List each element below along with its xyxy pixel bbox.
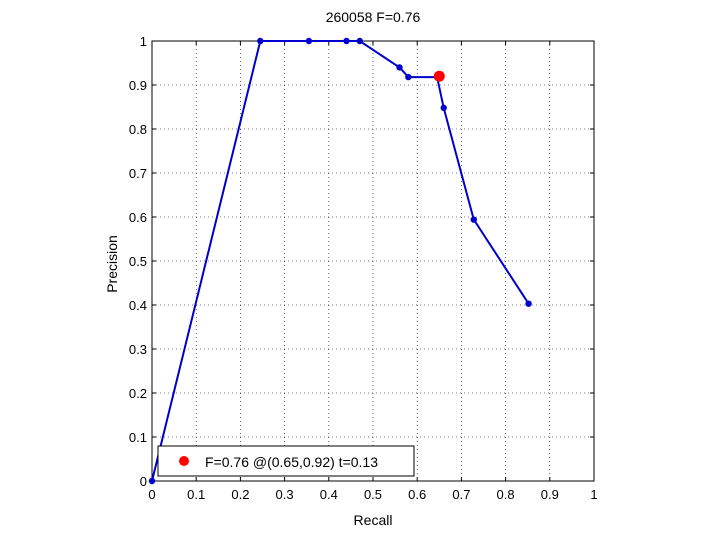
chart-title: 260058 F=0.76 (326, 9, 421, 25)
data-point (257, 37, 264, 45)
y-tick-label: 0.2 (129, 386, 147, 401)
x-tick-label: 0.7 (452, 487, 470, 502)
y-tick-label: 0.8 (129, 122, 147, 137)
x-tick-label: 0.4 (320, 487, 338, 502)
grid-lines (152, 41, 594, 481)
y-tick-label: 0.9 (129, 78, 147, 93)
y-tick-label: 0.3 (129, 342, 147, 357)
x-tick-label: 0.2 (231, 487, 249, 502)
x-tick-label: 0.5 (364, 487, 382, 502)
legend: F=0.76 @(0.65,0.92) t=0.13 (157, 445, 415, 477)
legend-label: F=0.76 @(0.65,0.92) t=0.13 (205, 454, 378, 470)
x-tick-label: 0.9 (541, 487, 559, 502)
y-tick-label: 0 (140, 474, 147, 489)
axis-ticks: 0 0.1 0.2 0.3 0.4 0.5 0.6 0.7 0.8 0.9 1 0 0.1 0.2 0.3 0… (129, 34, 598, 502)
best-f-point (433, 70, 445, 82)
data-point (440, 104, 447, 112)
x-tick-label: 0.3 (276, 487, 294, 502)
x-tick-label: 0.1 (187, 487, 205, 502)
y-tick-label: 0.1 (129, 430, 147, 445)
x-tick-label: 1 (590, 487, 597, 502)
data-point (356, 37, 363, 45)
y-tick-label: 0.6 (129, 210, 147, 225)
x-tick-label: 0.8 (497, 487, 515, 502)
data-point (343, 37, 350, 45)
legend-marker (179, 456, 189, 466)
y-tick-label: 0.4 (129, 298, 147, 313)
data-point (405, 73, 412, 81)
data-point (470, 216, 477, 223)
highlight-layer (433, 70, 445, 82)
data-point (525, 300, 532, 307)
x-tick-label: 0.6 (408, 487, 426, 502)
x-axis-label: Recall (354, 512, 393, 528)
data-point (148, 477, 156, 485)
x-tick-label: 0 (148, 487, 155, 502)
y-tick-label: 0.5 (129, 254, 147, 269)
legend-box (157, 445, 415, 477)
y-axis-label: Precision (104, 235, 120, 293)
y-tick-label: 0.7 (129, 166, 147, 181)
data-point (305, 37, 313, 45)
data-point (396, 64, 403, 71)
y-tick-label: 1 (140, 34, 147, 49)
